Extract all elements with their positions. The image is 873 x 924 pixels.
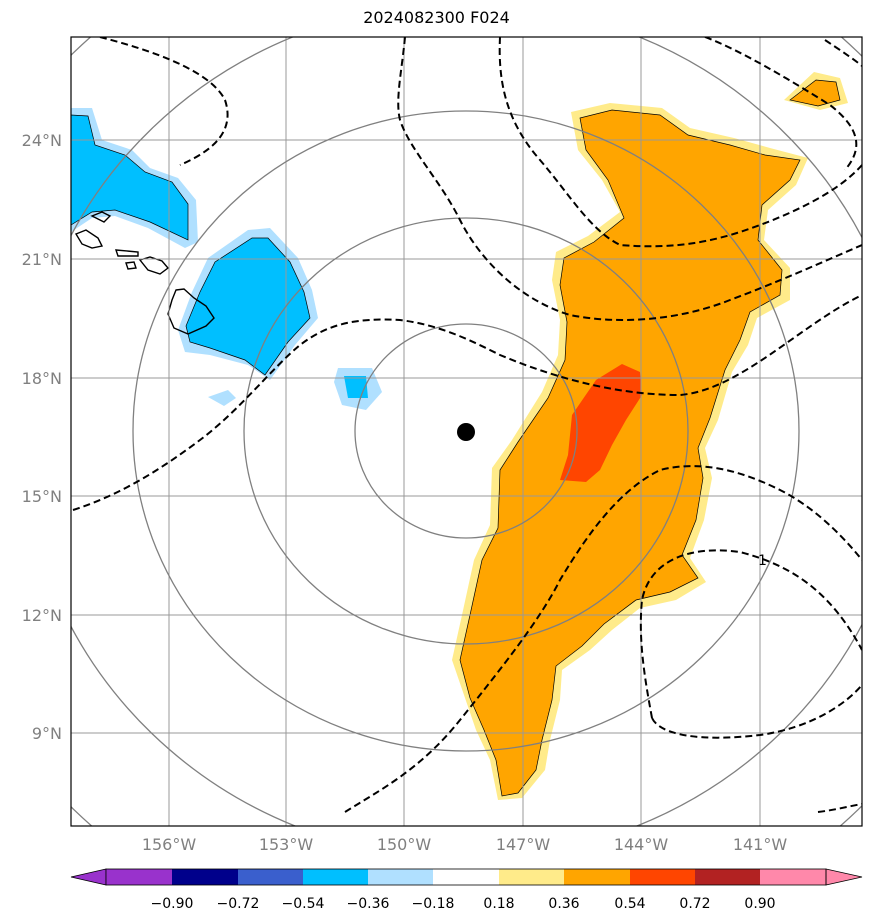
colorbar-label-2: −0.72 — [217, 896, 260, 912]
orange-shading — [459, 109, 801, 797]
colorbar-bin-7 — [499, 869, 564, 885]
lat-label-21: 21°N — [22, 250, 62, 269]
lat-label-24: 24°N — [22, 131, 62, 150]
blue-shading-west — [185, 237, 311, 376]
contour-label: 1 — [758, 553, 767, 569]
latitude-labels: 24°N 21°N 18°N 15°N 12°N 9°N — [22, 131, 62, 743]
blue-shading-northwest — [71, 114, 189, 241]
colorbar-label-4: −0.36 — [347, 896, 390, 912]
colorbar-label-10: 0.90 — [744, 896, 775, 912]
colorbar-bin-3 — [238, 869, 303, 885]
colorbar-high-extension — [825, 868, 863, 886]
colorbar-bin-1 — [106, 869, 172, 885]
positive-anomaly-field — [452, 72, 848, 800]
lon-label-144: 144°W — [614, 835, 669, 854]
colorbar-label-8: 0.54 — [614, 896, 645, 912]
lon-label-156: 156°W — [142, 835, 197, 854]
longitude-labels: 156°W 153°W 150°W 147°W 144°W 141°W — [142, 835, 788, 854]
lon-label-150: 150°W — [377, 835, 432, 854]
dashed-contours — [72, 37, 862, 813]
lat-label-18: 18°N — [22, 369, 62, 388]
colorbar-bin-9 — [630, 869, 695, 885]
colorbar-label-7: 0.36 — [548, 896, 579, 912]
red-shading — [560, 364, 642, 482]
island-kauai — [90, 211, 112, 223]
island-lanai — [125, 261, 137, 270]
colorbar-label-3: −0.54 — [282, 896, 325, 912]
map-frame — [70, 36, 863, 827]
island-molokai — [114, 249, 139, 257]
colorbar-label-6: 0.18 — [483, 896, 514, 912]
colorbar-low-extension — [70, 868, 107, 886]
colorbar-bin-5 — [368, 869, 433, 885]
colorbar-bin-8 — [564, 869, 630, 885]
island-oahu — [74, 229, 104, 249]
colorbar-bin-11 — [760, 869, 826, 885]
colorbar-label-9: 0.72 — [679, 896, 710, 912]
graticule — [71, 37, 862, 826]
colorbar-frame — [105, 868, 827, 886]
negative-anomaly-field — [71, 108, 382, 410]
orange-shading-small-patch — [789, 79, 841, 107]
lat-label-12: 12°N — [22, 606, 62, 625]
island-maui — [138, 256, 170, 275]
colorbar-bin-10 — [695, 869, 760, 885]
colorbar-label-5: −0.18 — [412, 896, 455, 912]
colorbar-bin-2 — [172, 869, 238, 885]
colorbar-bin-6 — [433, 869, 499, 885]
light-blue-shading-tiny — [208, 390, 236, 406]
colorbar-label-1: −0.90 — [151, 896, 194, 912]
colorbar: −0.90 −0.72 −0.54 −0.36 −0.18 0.18 0.36 … — [70, 868, 863, 912]
storm-center-marker — [457, 423, 475, 441]
lon-label-141: 141°W — [733, 835, 788, 854]
lat-label-15: 15°N — [22, 487, 62, 506]
lon-label-153: 153°W — [259, 835, 314, 854]
colorbar-bin-4 — [303, 869, 368, 885]
map-title: 2024082300 F024 — [363, 8, 510, 27]
lon-label-147: 147°W — [496, 835, 551, 854]
lat-label-9: 9°N — [32, 724, 62, 743]
